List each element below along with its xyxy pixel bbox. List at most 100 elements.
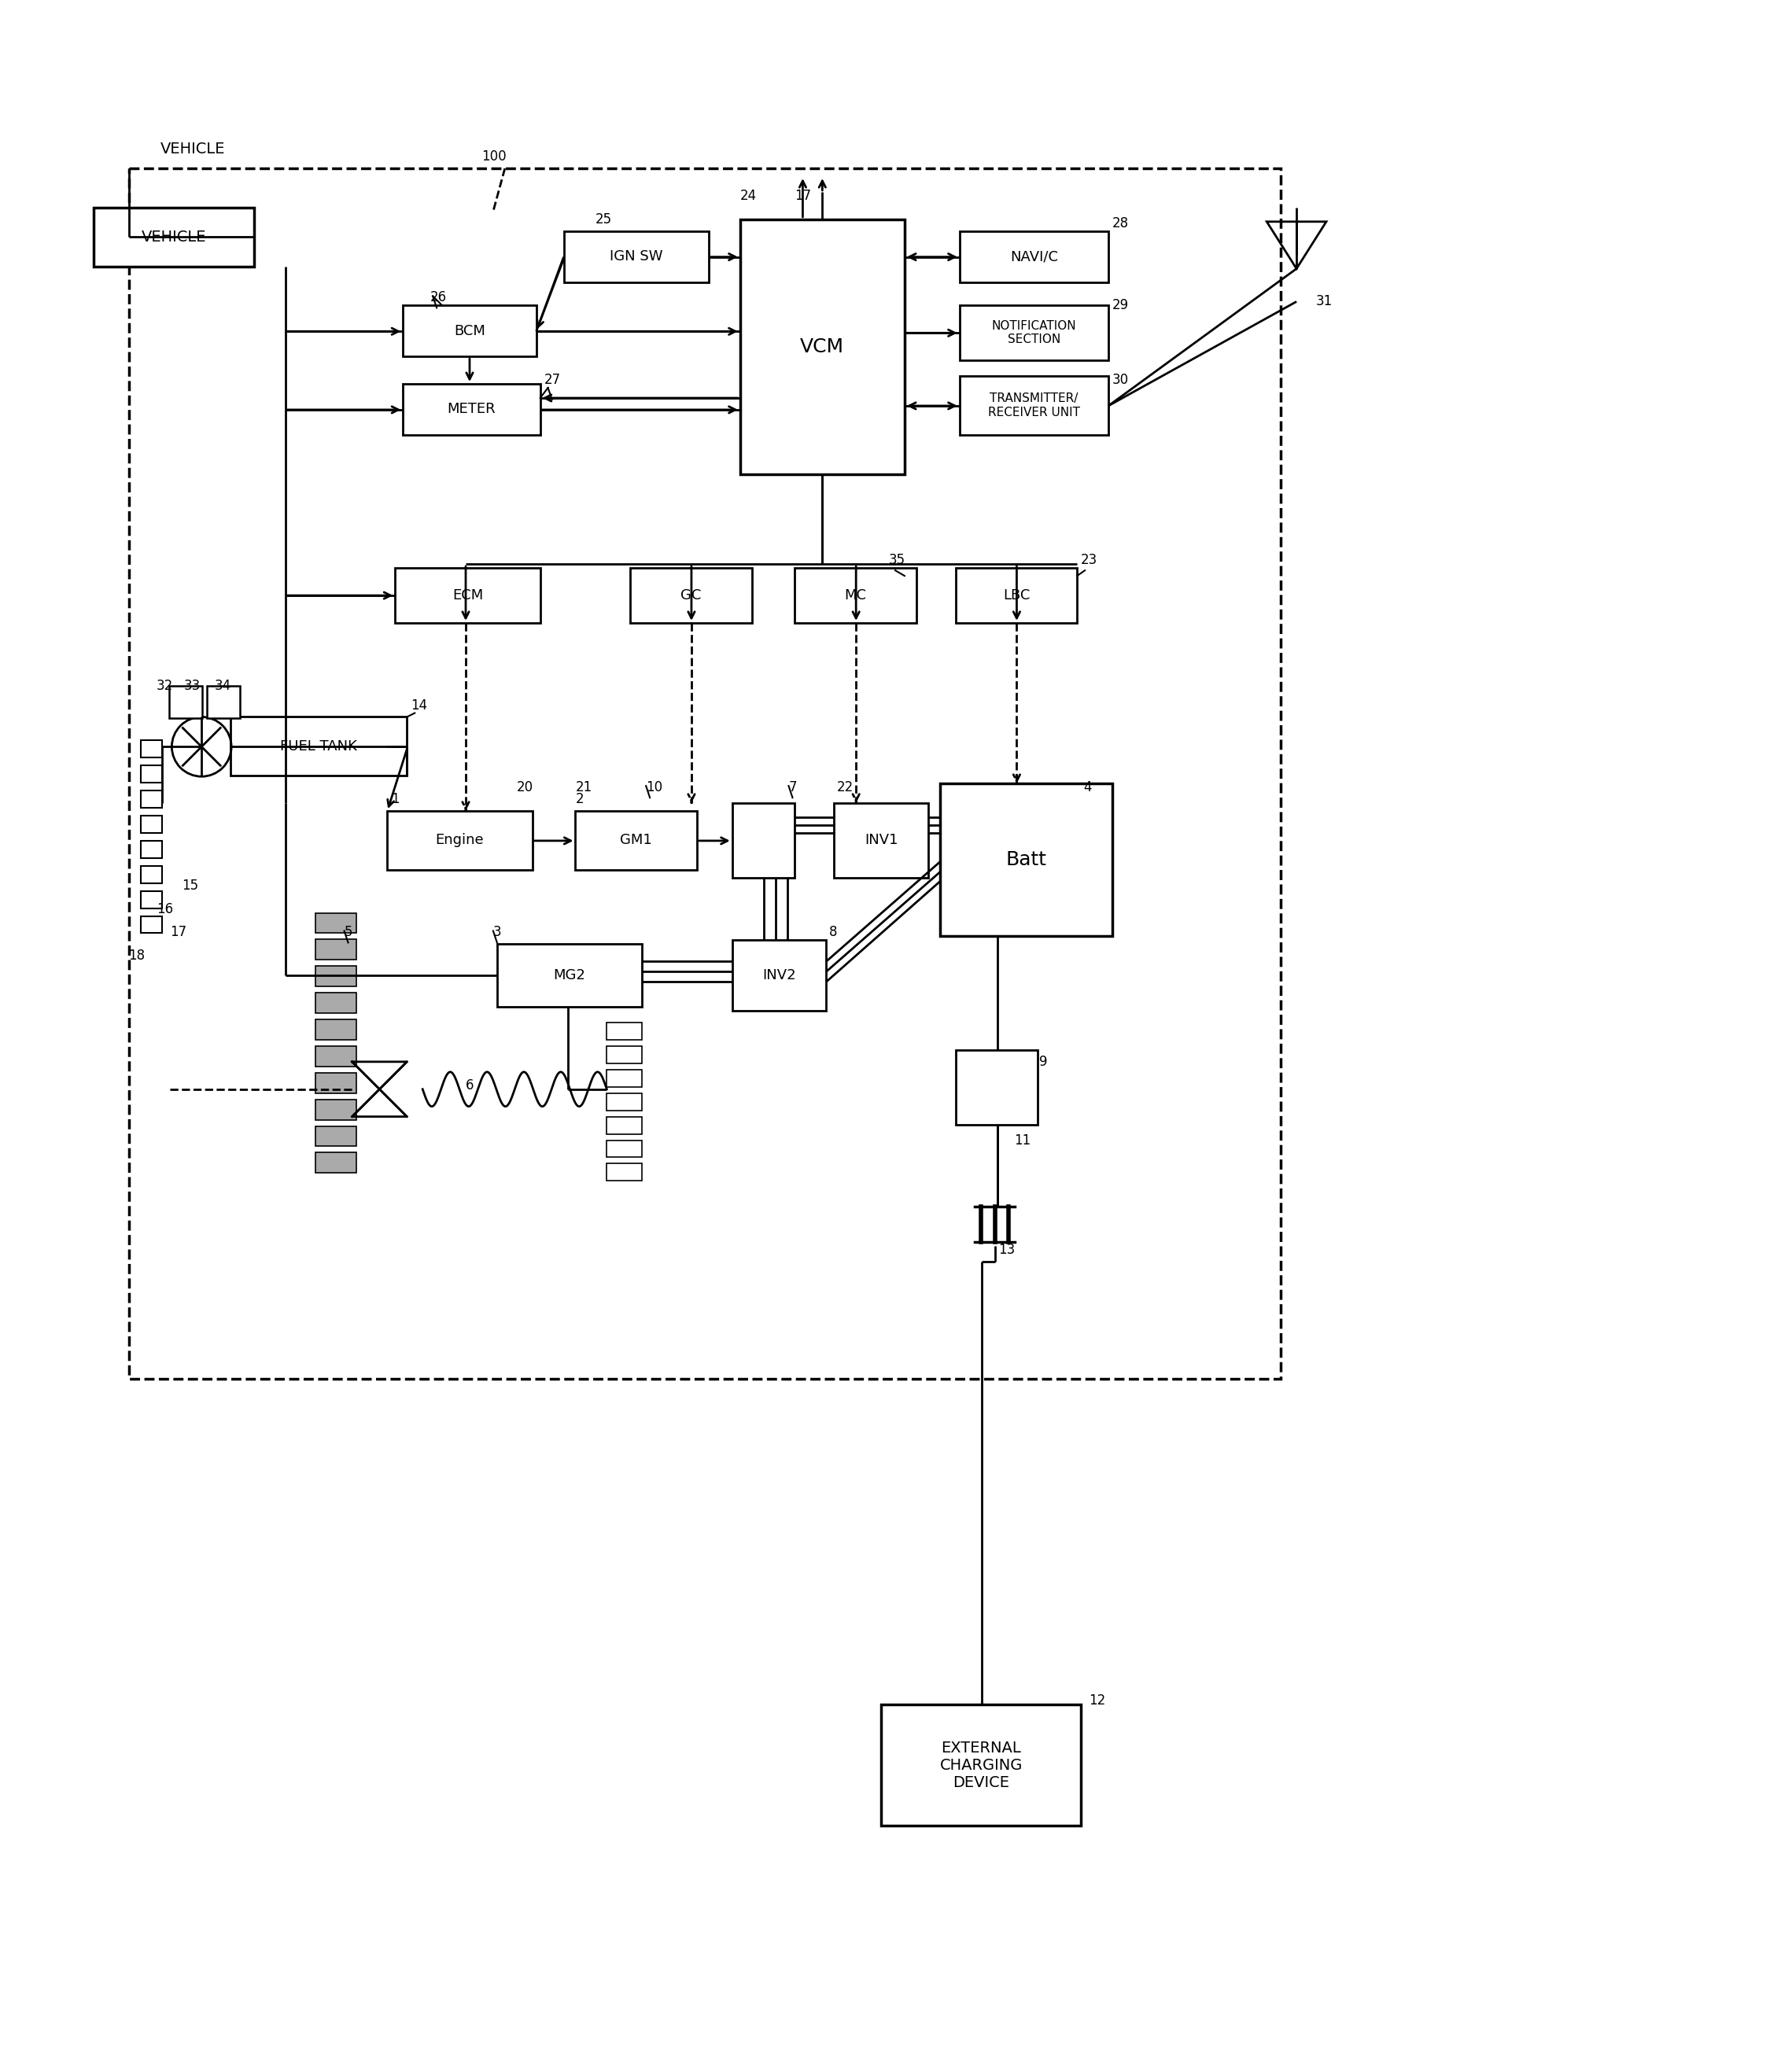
Bar (140, 915, 163, 934)
FancyBboxPatch shape (740, 220, 905, 474)
Text: 23: 23 (1081, 553, 1098, 567)
Text: IGN SW: IGN SW (609, 249, 663, 263)
Bar (315, 940, 357, 959)
Text: 31: 31 (1315, 294, 1333, 309)
Text: 27: 27 (545, 373, 561, 387)
Bar (170, 686, 202, 719)
Text: EXTERNAL
CHARGING
DEVICE: EXTERNAL CHARGING DEVICE (939, 1740, 1023, 1789)
Text: VEHICLE: VEHICLE (159, 141, 226, 155)
Text: 22: 22 (837, 781, 853, 795)
Text: 30: 30 (1113, 373, 1129, 387)
Text: 34: 34 (215, 679, 231, 692)
Text: 17: 17 (796, 188, 812, 203)
FancyBboxPatch shape (496, 944, 642, 1007)
FancyBboxPatch shape (733, 940, 826, 1011)
FancyBboxPatch shape (387, 812, 532, 870)
Text: 28: 28 (1113, 215, 1129, 230)
Bar (140, 866, 163, 882)
Bar (315, 1100, 357, 1120)
FancyBboxPatch shape (231, 717, 407, 777)
Bar (315, 992, 357, 1013)
Text: METER: METER (448, 402, 496, 416)
Text: Batt: Batt (1005, 851, 1047, 870)
FancyBboxPatch shape (959, 377, 1109, 435)
Text: 6: 6 (466, 1079, 473, 1091)
FancyBboxPatch shape (403, 307, 536, 356)
Text: 17: 17 (170, 926, 186, 940)
Text: NOTIFICATION
SECTION: NOTIFICATION SECTION (991, 321, 1077, 346)
FancyBboxPatch shape (882, 1704, 1081, 1827)
Bar (140, 791, 163, 808)
Bar (140, 891, 163, 909)
FancyBboxPatch shape (733, 804, 796, 878)
Text: 32: 32 (156, 679, 172, 692)
FancyBboxPatch shape (939, 783, 1113, 936)
Text: 26: 26 (430, 290, 446, 304)
Text: 10: 10 (645, 781, 663, 795)
FancyBboxPatch shape (959, 307, 1109, 360)
Text: 2: 2 (575, 791, 584, 806)
Text: 3: 3 (493, 926, 502, 940)
Bar (607, 1116, 642, 1133)
Text: 21: 21 (575, 781, 591, 795)
Text: LBC: LBC (1004, 588, 1030, 603)
FancyBboxPatch shape (955, 567, 1077, 623)
Bar (607, 1046, 642, 1062)
Text: 9: 9 (1039, 1054, 1048, 1069)
Bar (607, 1069, 642, 1087)
Text: 13: 13 (998, 1243, 1016, 1257)
Bar (315, 1046, 357, 1067)
FancyBboxPatch shape (575, 812, 697, 870)
Text: 8: 8 (830, 926, 837, 940)
Text: FUEL TANK: FUEL TANK (280, 739, 357, 754)
FancyBboxPatch shape (403, 383, 539, 435)
FancyBboxPatch shape (955, 1050, 1038, 1125)
Bar (315, 1127, 357, 1147)
Bar (315, 1019, 357, 1040)
Text: MC: MC (844, 588, 867, 603)
Bar (607, 1141, 642, 1158)
Bar (607, 1093, 642, 1110)
Text: BCM: BCM (453, 323, 486, 338)
Bar (140, 766, 163, 783)
Bar (208, 686, 240, 719)
Bar (140, 741, 163, 758)
Text: 18: 18 (129, 949, 145, 963)
Bar (140, 841, 163, 857)
Text: INV2: INV2 (762, 969, 796, 982)
Text: TRANSMITTER/
RECEIVER UNIT: TRANSMITTER/ RECEIVER UNIT (987, 393, 1081, 418)
Bar (315, 967, 357, 986)
Bar (315, 1073, 357, 1093)
Text: INV1: INV1 (864, 833, 898, 847)
Text: VEHICLE: VEHICLE (142, 230, 206, 244)
Bar (140, 816, 163, 833)
Text: GM1: GM1 (620, 833, 652, 847)
Text: 35: 35 (889, 553, 905, 567)
Text: 33: 33 (183, 679, 201, 692)
Text: 14: 14 (410, 698, 428, 712)
Text: Engine: Engine (435, 833, 484, 847)
Text: NAVI/C: NAVI/C (1011, 249, 1057, 263)
FancyBboxPatch shape (631, 567, 753, 623)
Bar (607, 1023, 642, 1040)
Text: 24: 24 (740, 188, 756, 203)
Text: 5: 5 (344, 926, 353, 940)
Bar (607, 1164, 642, 1180)
Text: GC: GC (681, 588, 701, 603)
FancyBboxPatch shape (959, 232, 1109, 282)
Text: VCM: VCM (801, 338, 844, 356)
Text: 11: 11 (1014, 1133, 1030, 1147)
Text: 12: 12 (1090, 1694, 1106, 1707)
FancyBboxPatch shape (93, 207, 254, 267)
Text: 29: 29 (1113, 298, 1129, 313)
Text: 15: 15 (183, 878, 199, 893)
Text: 25: 25 (595, 211, 611, 226)
Text: 16: 16 (158, 901, 174, 915)
Text: 20: 20 (516, 781, 534, 795)
Text: 7: 7 (788, 781, 797, 795)
FancyBboxPatch shape (564, 232, 708, 282)
Bar (315, 913, 357, 934)
Text: 1: 1 (391, 791, 400, 806)
Text: 4: 4 (1084, 781, 1091, 795)
FancyBboxPatch shape (796, 567, 916, 623)
